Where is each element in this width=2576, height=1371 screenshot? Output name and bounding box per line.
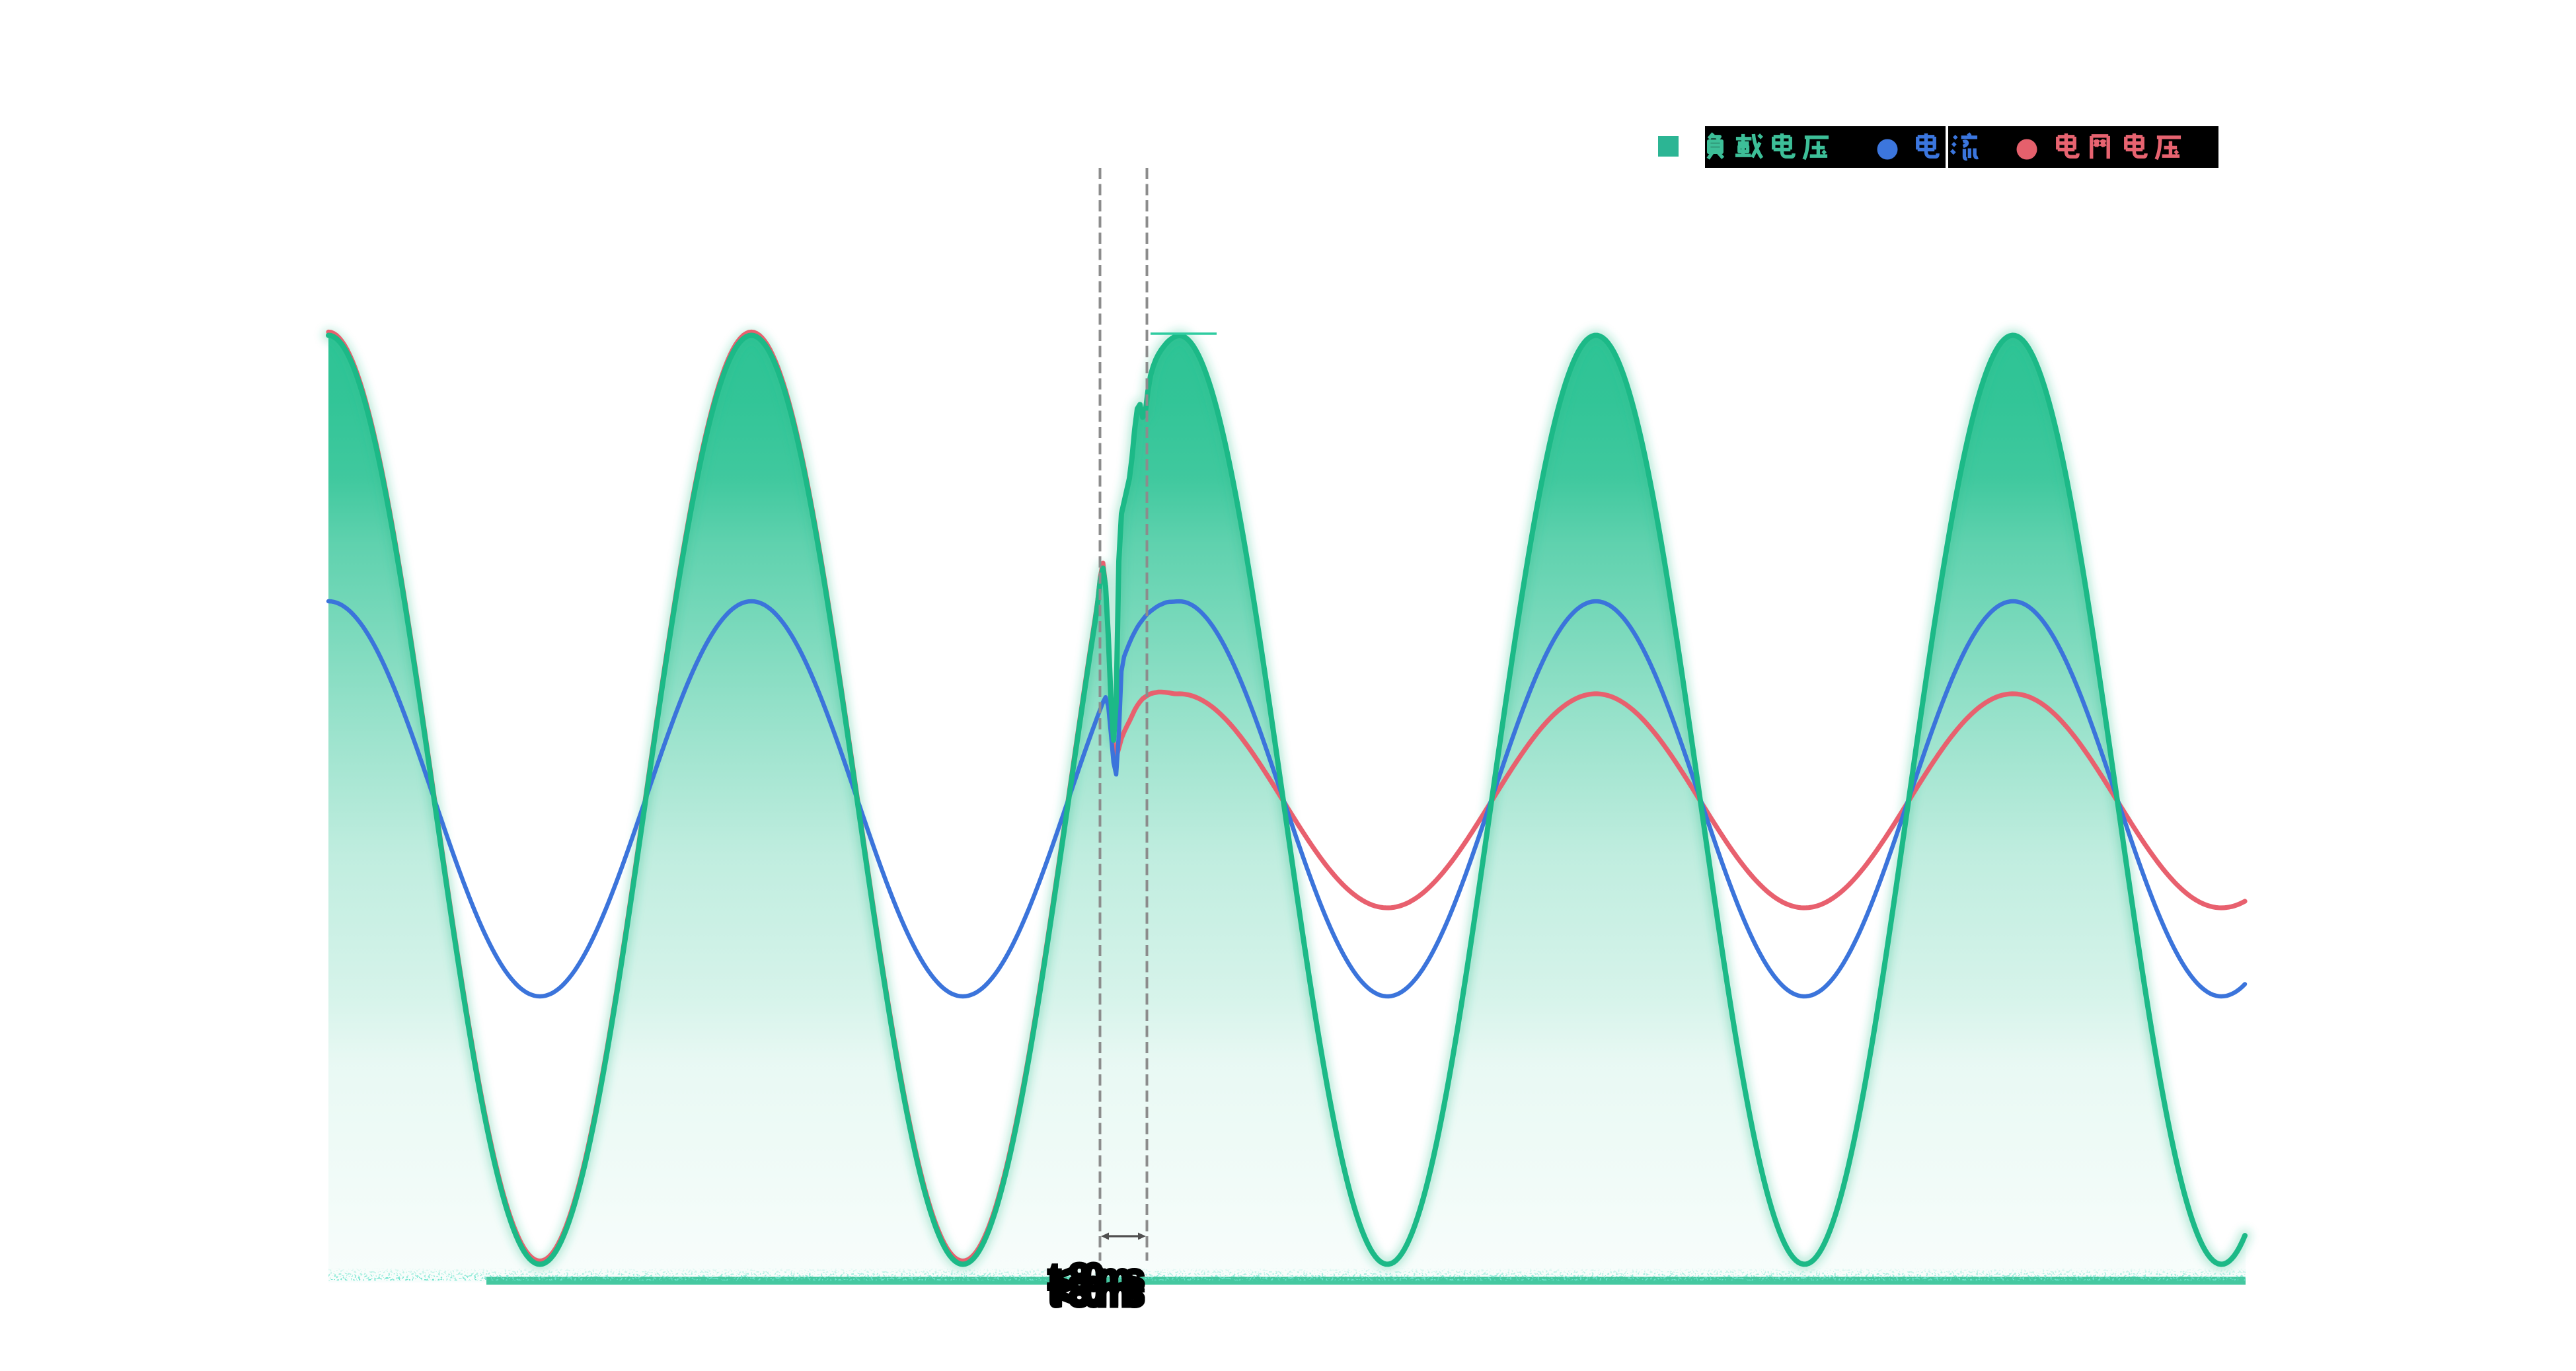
- svg-text:t<80ms: t<80ms: [1048, 1270, 1143, 1313]
- svg-text:t<80ms: t<80ms: [1048, 1272, 1143, 1315]
- svg-text:t<80ms: t<80ms: [1048, 1256, 1143, 1299]
